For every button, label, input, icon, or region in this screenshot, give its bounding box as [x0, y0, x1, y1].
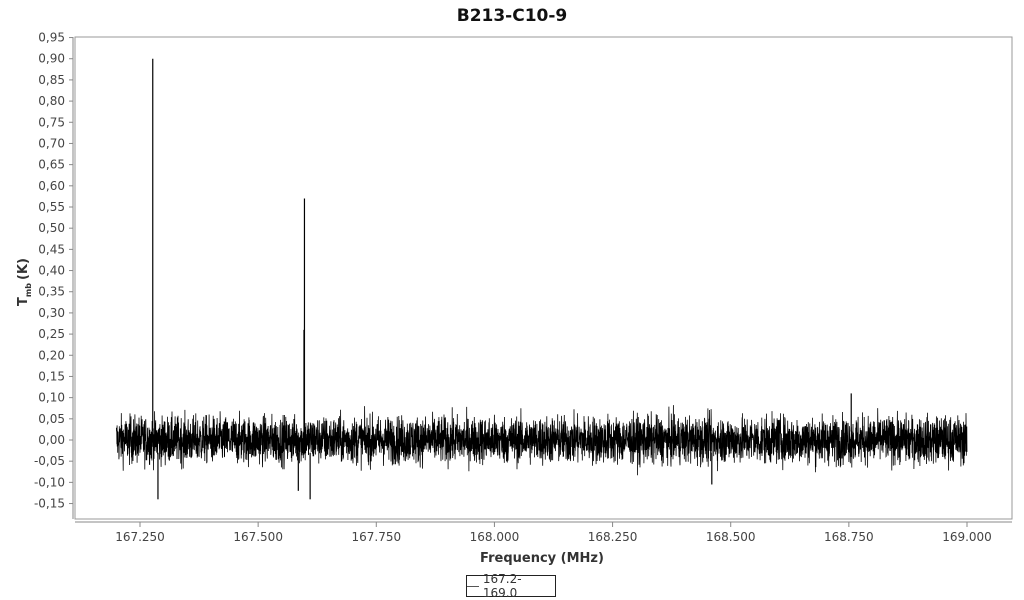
x-tick-label: 168.500	[706, 530, 756, 544]
x-tick-label: 167.500	[233, 530, 283, 544]
y-tick-label: 0,70	[38, 136, 65, 150]
y-tick-label: 0,60	[38, 179, 65, 193]
x-tick-label: 167.250	[115, 530, 165, 544]
y-tick-label: 0,10	[38, 391, 65, 405]
y-tick-label: 0,15	[38, 369, 65, 383]
y-axis-label-sub: mb	[24, 283, 33, 297]
y-tick-label: 0,80	[38, 94, 65, 108]
y-tick-label: 0,05	[38, 412, 65, 426]
x-tick-label: 168.000	[470, 530, 520, 544]
x-tick-label: 169.000	[942, 530, 992, 544]
legend[interactable]: 167.2-169.0	[466, 572, 556, 600]
y-axis-label: Tmb (K)	[16, 258, 33, 306]
y-tick-label: 0,25	[38, 327, 65, 341]
y-tick-label: 0,30	[38, 306, 65, 320]
y-ticks: 0,95 0,90 0,85 0,80 0,75 0,70 0,65 0,60 0,55 0,50…	[34, 31, 73, 511]
x-ticks: 167.250 167.500 167.750 168.000 168.250 168.5…	[115, 522, 992, 544]
legend-label: 167.2-169.0	[482, 572, 522, 600]
x-tick-label: 168.750	[824, 530, 874, 544]
legend-swatch	[467, 585, 479, 587]
y-tick-label: 0,85	[38, 73, 65, 87]
y-tick-label: 0,45	[38, 242, 65, 256]
x-tick-label: 167.750	[351, 530, 401, 544]
y-tick-label: 0,95	[38, 31, 65, 45]
y-axis-label-main: T	[16, 297, 31, 306]
x-tick-label: 168.250	[588, 530, 638, 544]
y-axis-label-unit: (K)	[16, 258, 31, 280]
y-tick-label: 0,90	[38, 52, 65, 66]
chart-title: B213-C10-9	[457, 6, 568, 26]
y-tick-label: 0,20	[38, 348, 65, 362]
series-group	[116, 58, 968, 500]
y-tick-label: -0,10	[34, 475, 65, 489]
y-tick-label: -0,05	[34, 454, 65, 468]
y-tick-label: 0,65	[38, 158, 65, 172]
y-tick-label: 0,75	[38, 115, 65, 129]
y-tick-label: 0,50	[38, 221, 65, 235]
y-tick-label: 0,00	[38, 433, 65, 447]
x-axis-label: Frequency (MHz)	[480, 551, 604, 566]
y-tick-label: 0,40	[38, 264, 65, 278]
plot-area	[74, 36, 1013, 520]
svg-text:Tmb(K): Tmb (K)	[16, 258, 33, 306]
y-tick-label: -0,15	[34, 497, 65, 511]
y-tick-label: 0,35	[38, 285, 65, 299]
series-line	[116, 405, 968, 476]
y-tick-label: 0,55	[38, 200, 65, 214]
